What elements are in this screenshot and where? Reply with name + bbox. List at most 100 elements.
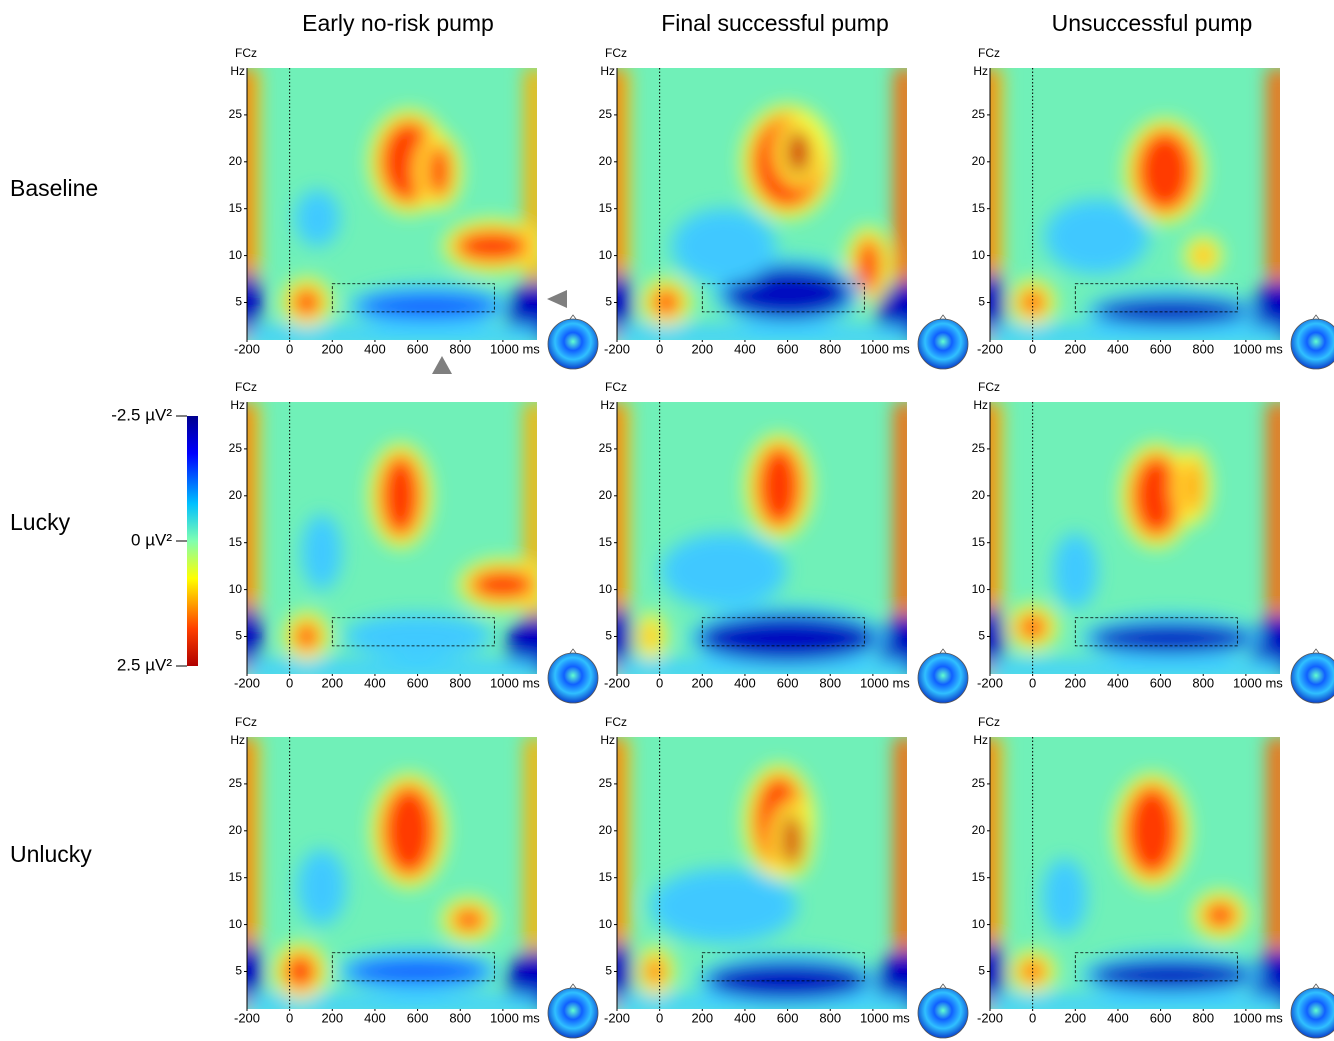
channel-label: FCz [235, 380, 257, 394]
x-tick-label: 0 [286, 675, 293, 690]
blob [856, 237, 882, 293]
y-tick-label: 10 [599, 248, 613, 262]
y-tick-label: 20 [972, 823, 986, 837]
x-tick-label: -200 [234, 341, 260, 356]
unit-label: Hz [973, 398, 988, 412]
y-tick-label: 5 [605, 964, 612, 978]
channel-label: FCz [605, 46, 627, 60]
y-tick-label: 15 [599, 870, 613, 884]
y-tick-label: 25 [229, 107, 243, 121]
x-tick-label: 200 [1064, 675, 1086, 690]
blob [681, 218, 766, 274]
y-tick-label: 20 [599, 488, 613, 502]
y-tick-label: 5 [235, 964, 242, 978]
y-tick-label: 5 [978, 629, 985, 643]
topomap-nose [1313, 649, 1319, 653]
x-tick-label: 600 [1150, 675, 1172, 690]
y-tick-label: 5 [235, 295, 242, 309]
y-tick-label: 10 [599, 917, 613, 931]
figure: Early no-risk pumpFinal successful pumpU… [0, 0, 1334, 1041]
blob [469, 569, 537, 601]
row-label: Baseline [10, 175, 98, 201]
x-tick-label: 0 [656, 1010, 663, 1025]
blob [698, 615, 877, 662]
blob [1124, 784, 1179, 878]
x-tick-label: 800 [449, 675, 471, 690]
blob [1195, 246, 1212, 265]
y-tick-label: 25 [972, 776, 986, 790]
y-tick-label: 5 [235, 629, 242, 643]
colorbar-label: -2.5 µV² [111, 405, 172, 424]
blob [646, 622, 657, 650]
y-tick-label: 10 [972, 248, 986, 262]
y-tick-label: 25 [972, 107, 986, 121]
x-tick-label: 200 [321, 675, 343, 690]
x-tick-label: 1000 ms [860, 675, 910, 690]
blob [1054, 209, 1139, 265]
x-tick-label: 800 [1192, 1010, 1214, 1025]
blob [1052, 868, 1078, 924]
heatmap [602, 737, 937, 1015]
y-tick-label: 25 [229, 776, 243, 790]
channel-label: FCz [235, 715, 257, 729]
x-tick-label: 400 [734, 341, 756, 356]
blob [1090, 623, 1252, 653]
unit-label: Hz [600, 64, 615, 78]
x-tick-label: 600 [407, 341, 429, 356]
y-tick-label: 15 [599, 201, 613, 215]
column-title: Early no-risk pump [302, 10, 494, 36]
y-tick-label: 20 [972, 154, 986, 168]
x-tick-label: -200 [234, 1010, 260, 1025]
x-tick-label: -200 [977, 1010, 1003, 1025]
x-tick-label: 800 [1192, 341, 1214, 356]
topomap-nose [570, 315, 576, 319]
blob [1090, 960, 1252, 990]
x-tick-label: 0 [286, 341, 293, 356]
y-tick-label: 20 [229, 488, 243, 502]
blob [292, 287, 322, 317]
x-tick-label: 600 [1150, 1010, 1172, 1025]
y-tick-label: 25 [599, 441, 613, 455]
x-tick-label: 200 [1064, 1010, 1086, 1025]
y-tick-label: 20 [972, 488, 986, 502]
topomap-nose [1313, 315, 1319, 319]
row-label: Lucky [10, 509, 71, 535]
topomap [1291, 319, 1334, 369]
x-tick-label: 600 [407, 675, 429, 690]
heatmap [975, 68, 1310, 346]
topomap [918, 653, 968, 703]
blob [670, 543, 777, 599]
y-tick-label: 20 [599, 154, 613, 168]
x-tick-label: 200 [691, 675, 713, 690]
blob [647, 956, 664, 986]
x-tick-label: 0 [286, 1010, 293, 1025]
heatmap [232, 737, 567, 1015]
blob [358, 293, 499, 319]
x-tick-label: 600 [407, 1010, 429, 1025]
arrow-marker [432, 356, 452, 374]
y-tick-label: 15 [599, 535, 613, 549]
heatmap [602, 68, 937, 346]
x-tick-label: 200 [691, 341, 713, 356]
unit-label: Hz [230, 398, 245, 412]
topomap [548, 319, 598, 369]
x-tick-label: 600 [1150, 341, 1172, 356]
x-tick-label: 200 [321, 341, 343, 356]
unit-label: Hz [973, 64, 988, 78]
blob [283, 953, 317, 991]
x-tick-label: 400 [734, 675, 756, 690]
heatmap [232, 68, 567, 346]
topomap-nose [940, 649, 946, 653]
x-tick-label: 600 [777, 341, 799, 356]
topomap [548, 988, 598, 1038]
x-tick-label: -200 [604, 1010, 630, 1025]
x-tick-label: 1000 ms [1233, 341, 1283, 356]
x-tick-label: -200 [604, 341, 630, 356]
x-tick-label: 800 [449, 1010, 471, 1025]
colorbar-label: 0 µV² [131, 530, 172, 549]
x-tick-label: 400 [1107, 1010, 1129, 1025]
channel-label: FCz [605, 715, 627, 729]
y-tick-label: 25 [972, 441, 986, 455]
x-tick-label: 0 [656, 675, 663, 690]
x-tick-label: 200 [321, 1010, 343, 1025]
